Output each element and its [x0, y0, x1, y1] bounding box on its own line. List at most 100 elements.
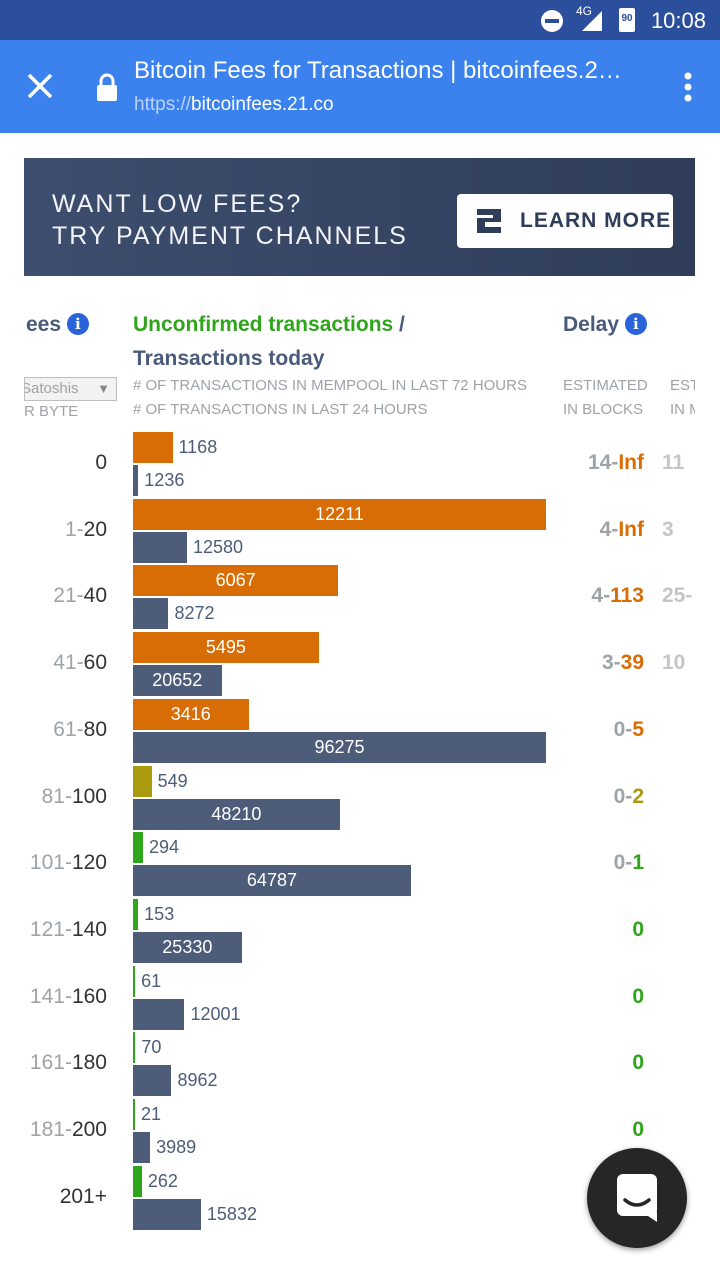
fees-header-label: ees — [26, 313, 62, 336]
fee-range-low: 121- — [29, 917, 72, 941]
battery-level: 90 — [621, 13, 633, 24]
delay-estimate: 0-1 — [614, 851, 644, 875]
chat-button[interactable] — [587, 1148, 687, 1248]
fee-range-low: 181- — [29, 1118, 72, 1141]
mempool-bar — [133, 1099, 135, 1130]
fee-range-label: 81-100 — [42, 785, 107, 809]
fee-range-low: 101- — [29, 851, 72, 875]
fee-range-high: 0 — [95, 451, 107, 474]
delay-high: 0 — [632, 917, 644, 941]
unit-subtitle-text: PER BYTE — [24, 403, 79, 420]
21-logo-icon — [477, 209, 501, 233]
fee-range-low: 81- — [41, 784, 72, 808]
today-value: 8962 — [177, 1070, 218, 1091]
delay-low: 4- — [591, 584, 611, 608]
fees-header: ees i — [26, 313, 89, 337]
delay-estimate: 0-2 — [614, 785, 644, 809]
info-icon[interactable]: i — [624, 313, 647, 335]
today-value: 1236 — [144, 470, 185, 490]
mempool-bar — [133, 698, 249, 730]
fee-range-high: 160 — [71, 984, 107, 1008]
delay-estimate: 0 — [632, 1118, 644, 1142]
info-icon[interactable]: i — [66, 313, 89, 335]
today-bar — [133, 1198, 201, 1230]
delay-high: 0 — [632, 1051, 644, 1075]
mempool-value: 262 — [147, 1170, 178, 1191]
time-subtitle-2: IN M — [670, 401, 695, 418]
today-bar — [133, 731, 546, 763]
more-options-icon[interactable] — [684, 72, 692, 102]
mempool-value: 21 — [141, 1104, 162, 1124]
delay-low: 4- — [599, 517, 619, 541]
time-subtitle-1: ESTI — [670, 377, 695, 394]
fee-row: 141-160 61 12001 0 — [0, 965, 720, 1033]
today-bar — [133, 465, 139, 496]
battery-icon: 90 — [619, 8, 635, 32]
lock-icon — [97, 73, 117, 101]
delay-estimate: 0 — [632, 985, 644, 1009]
delay-estimate: 4-Inf — [600, 518, 644, 542]
mempool-value: 1168 — [178, 437, 218, 457]
today-value: 12001 — [190, 1003, 241, 1024]
mempool-bar — [133, 1165, 142, 1197]
unit-select[interactable]: Satoshis ▼ — [24, 377, 117, 401]
mempool-bar — [133, 632, 319, 664]
delay-header: Delay i — [563, 313, 647, 337]
delay-high: Inf — [618, 451, 644, 474]
time-estimate: 10 — [662, 651, 686, 675]
fee-range-high: 60 — [83, 651, 107, 675]
mempool-bar — [133, 1032, 136, 1064]
today-value: 15832 — [206, 1203, 257, 1224]
fee-row: 181-200 21 3989 0 — [0, 1099, 720, 1166]
today-value: 25330 — [162, 936, 213, 957]
fee-range-low: 41- — [53, 651, 84, 675]
fee-range-high: 80 — [83, 717, 107, 741]
fee-range-label: 121-140 — [30, 918, 107, 942]
fee-range-low: 1- — [64, 517, 84, 541]
mempool-value: 12211 — [315, 503, 364, 524]
fee-range-high: 180 — [71, 1051, 107, 1075]
fee-row: 161-180 70 8962 0 — [0, 1032, 720, 1099]
fee-row: 61-80 3416 96275 0-5 — [0, 698, 720, 766]
today-value: 48210 — [211, 803, 262, 824]
fee-range-low: 161- — [29, 1051, 72, 1075]
delay-high: 0 — [632, 1118, 644, 1141]
fee-range-label: 101-120 — [30, 851, 107, 875]
fee-range-high: 100 — [71, 784, 107, 808]
mempool-bar — [133, 565, 339, 597]
mempool-value: 5495 — [205, 637, 246, 658]
today-value: 64787 — [246, 870, 297, 891]
fee-range-high: 20 — [83, 517, 107, 541]
today-header: Transactions today — [133, 347, 325, 370]
fee-range-high: 120 — [71, 851, 107, 875]
learn-more-button[interactable]: LEARN MORE — [457, 194, 673, 248]
page-title: Bitcoin Fees for Transactions | bitcoinf… — [134, 57, 634, 84]
fee-range-label: 41-60 — [53, 651, 107, 675]
fee-range-high: 140 — [71, 917, 107, 941]
browser-toolbar: Bitcoin Fees for Transactions | bitcoinf… — [0, 40, 720, 133]
delay-high: 39 — [620, 651, 644, 675]
delay-high: 113 — [610, 584, 644, 608]
delay-estimate: 4-113 — [591, 584, 644, 608]
close-icon[interactable] — [24, 70, 56, 102]
url-display[interactable]: https://bitcoinfees.21.co — [134, 94, 334, 116]
url-host: bitcoinfees.21.co — [191, 94, 334, 115]
header-separator: / — [393, 313, 405, 336]
delay-high: 5 — [632, 717, 644, 741]
chat-icon — [617, 1174, 657, 1222]
network-type-label: 4G — [576, 4, 593, 18]
fee-row: 81-100 549 48210 0-2 — [0, 765, 720, 833]
today-value: 96275 — [314, 736, 365, 757]
today-value: 8272 — [174, 603, 215, 624]
delay-high: 2 — [632, 784, 644, 808]
delay-header-label: Delay — [563, 313, 620, 336]
time-estimate: 25- — [662, 584, 693, 608]
payment-channels-banner[interactable]: WANT LOW FEES? TRY PAYMENT CHANNELS LEAR… — [24, 158, 695, 276]
mempool-value: 6067 — [215, 570, 256, 591]
fee-row: 201+ 262 15832 — [0, 1165, 720, 1233]
mempool-value: 70 — [141, 1037, 162, 1058]
delay-low: 0- — [613, 717, 633, 741]
delay-subtitle-2: IN BLOCKS — [563, 401, 644, 418]
unit-select-value: Satoshis — [24, 380, 79, 397]
status-bar: 4G 90 10:08 — [0, 0, 720, 40]
